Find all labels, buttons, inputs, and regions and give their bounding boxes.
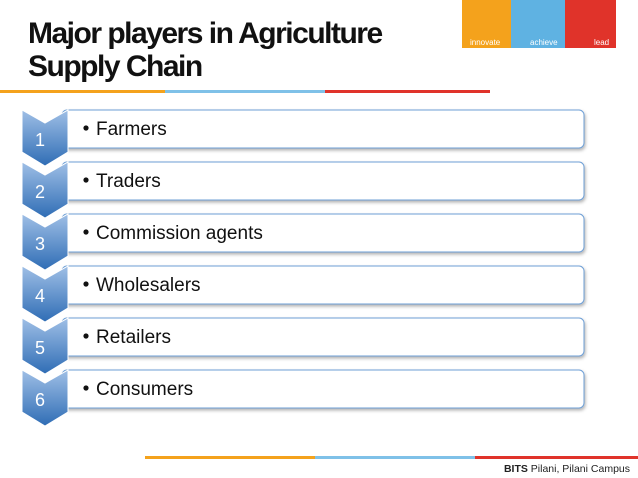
bullet <box>83 281 89 287</box>
item-label: Traders <box>96 171 161 192</box>
title-line: Supply Chain <box>28 50 202 83</box>
chevron <box>21 317 69 375</box>
item-label: Consumers <box>96 379 193 400</box>
logo-orange <box>462 0 511 48</box>
footer: BITS Pilani, Pilani Campus <box>504 463 630 475</box>
item-number: 4 <box>35 286 45 306</box>
logo-text: lead <box>594 38 609 47</box>
bullet <box>83 125 89 131</box>
footer-place: Pilani, Pilani Campus <box>531 463 630 475</box>
chevron <box>21 369 69 427</box>
chevron <box>21 109 69 167</box>
bullet <box>83 229 89 235</box>
item-number: 2 <box>35 182 45 202</box>
chevron <box>21 213 69 271</box>
chevron <box>21 265 69 323</box>
rule <box>475 456 638 459</box>
bullet <box>83 385 89 391</box>
rule <box>145 456 315 459</box>
item-number: 1 <box>35 130 45 150</box>
rule <box>325 90 490 93</box>
logo-blue <box>511 0 565 48</box>
item-label: Commission agents <box>96 223 263 244</box>
logo-red <box>565 0 616 48</box>
rule <box>165 90 325 93</box>
item-label: Retailers <box>96 327 171 348</box>
logo-text: innovate <box>470 38 501 47</box>
rule <box>315 456 475 459</box>
rule <box>0 90 165 93</box>
title-line: Major players in Agriculture <box>28 17 382 50</box>
item-label: Farmers <box>96 119 167 140</box>
logo-text: achieve <box>530 38 558 47</box>
chevron <box>21 161 69 219</box>
item-label: Wholesalers <box>96 275 201 296</box>
bullet <box>83 333 89 339</box>
item-number: 6 <box>35 390 45 410</box>
footer-brand: BITS <box>504 463 528 475</box>
bullet <box>83 177 89 183</box>
item-number: 3 <box>35 234 45 254</box>
item-number: 5 <box>35 338 45 358</box>
